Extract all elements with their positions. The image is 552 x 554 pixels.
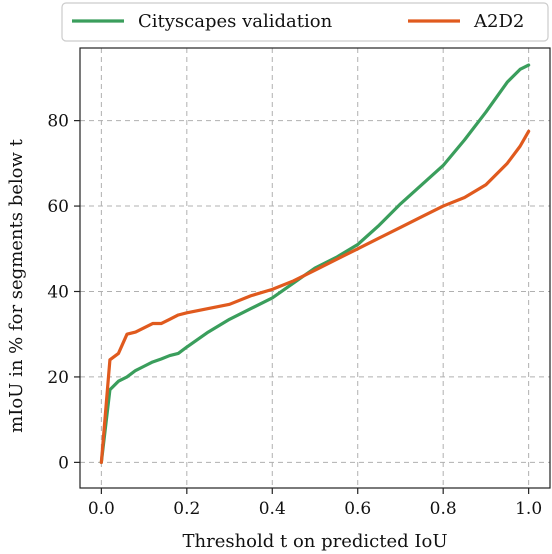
y-tick-label: 0 xyxy=(58,453,69,473)
y-tick-label: 80 xyxy=(47,112,69,132)
series-line-cityscapes-validation xyxy=(99,63,531,464)
x-tick-label: 1.0 xyxy=(515,499,542,519)
series-lines xyxy=(99,63,531,464)
y-tick-label: 40 xyxy=(47,282,69,302)
legend-box xyxy=(61,2,549,42)
x-tick-label: 0.8 xyxy=(430,499,457,519)
x-tick-label: 0.2 xyxy=(173,499,200,519)
y-tick-label: 20 xyxy=(47,368,69,388)
legend: Cityscapes validation A2D2 xyxy=(61,2,549,42)
x-tick-label: 0.4 xyxy=(259,499,286,519)
legend-label-a2d2: A2D2 xyxy=(473,11,524,32)
legend-label-cityscapes-validation: Cityscapes validation xyxy=(138,11,333,32)
series-line-a2d2 xyxy=(99,129,531,464)
y-axis-label: mIoU in % for segments below t xyxy=(6,138,27,432)
x-axis-ticks: 0.0 0.2 0.4 0.6 0.8 1.0 xyxy=(88,488,542,519)
x-tick-label: 0.0 xyxy=(88,499,115,519)
grid xyxy=(80,48,550,488)
plot-frame xyxy=(79,47,551,489)
y-tick-label: 60 xyxy=(47,197,69,217)
x-axis-label: Threshold t on predicted IoU xyxy=(182,531,447,552)
y-axis-ticks: 0 20 40 60 80 xyxy=(47,112,80,473)
x-tick-label: 0.6 xyxy=(344,499,371,519)
